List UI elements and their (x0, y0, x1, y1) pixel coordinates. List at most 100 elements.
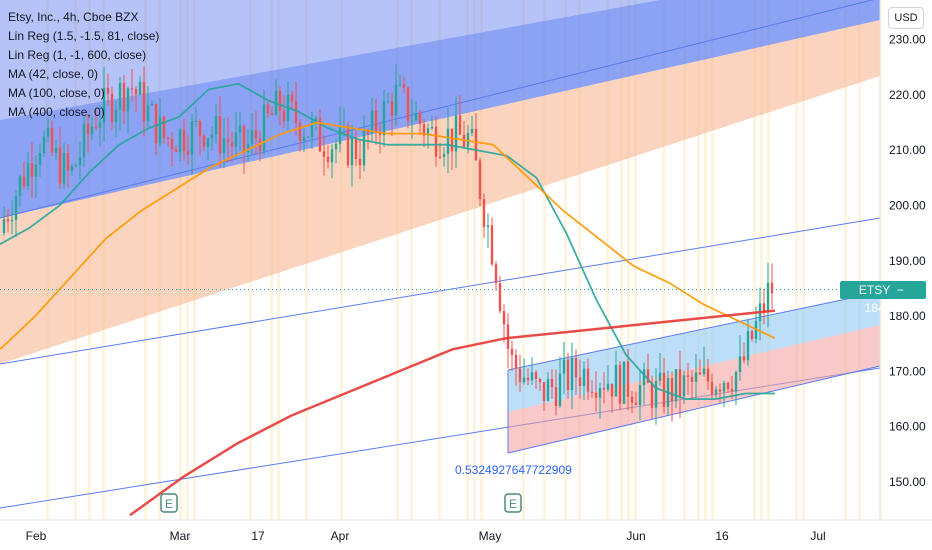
candle-body (590, 391, 594, 393)
session-stripe (795, 0, 798, 520)
session-stripe (473, 0, 476, 520)
candle-body (290, 94, 294, 102)
candle-body (546, 379, 550, 401)
x-tick-label: Jul (810, 529, 825, 543)
candle-body (622, 361, 626, 404)
candle-body (470, 129, 474, 134)
indicator-ma42[interactable]: MA (42, close, 0) (8, 67, 99, 81)
candle-body (454, 115, 458, 152)
candle-body (602, 388, 606, 390)
candle-body (598, 388, 602, 398)
indicator-linreg-short[interactable]: Lin Reg (1.5, -1.5, 81, close) (8, 29, 160, 43)
candle-body (358, 158, 362, 166)
indicator-ma100[interactable]: MA (100, close, 0) (8, 86, 105, 100)
candle-body (114, 109, 118, 122)
indicator-ma400[interactable]: MA (400, close, 0) (8, 105, 105, 119)
candle-body (670, 378, 674, 402)
candle-body (162, 116, 166, 138)
candle-body (566, 359, 570, 391)
earnings-marker[interactable] (160, 493, 178, 513)
candle-body (2, 219, 6, 234)
candle-body (482, 199, 486, 227)
candle-body (486, 225, 490, 227)
session-stripe (543, 0, 546, 520)
candle-body (50, 127, 54, 153)
linreg-short-lower-line (507, 365, 881, 454)
candle-body (34, 164, 38, 177)
session-stripe (753, 0, 756, 520)
candle-body (118, 82, 122, 110)
candle-body (42, 136, 46, 153)
candle-body (690, 376, 694, 382)
y-tick-label: 170.00 (889, 364, 926, 378)
candle-body (70, 166, 74, 171)
candle-body (378, 132, 382, 136)
indicator-linreg-long[interactable]: Lin Reg (1, -1, 600, close) (8, 48, 147, 62)
candle-body (98, 122, 102, 128)
x-tick-label: 16 (715, 529, 729, 543)
candle-body (62, 153, 66, 184)
candle-body (278, 90, 282, 111)
candle-body (498, 283, 502, 312)
session-stripe (522, 0, 525, 520)
candle-body (770, 282, 774, 294)
candle-body (762, 303, 766, 312)
candle-body (678, 369, 682, 397)
candle-body (310, 121, 314, 137)
candle-body (718, 389, 722, 392)
earnings-marker[interactable] (504, 493, 522, 513)
candle-body (138, 82, 142, 95)
candle-body (514, 354, 518, 369)
candle-body (382, 101, 386, 136)
price-tag-value: 184.81 (864, 301, 902, 315)
candle-body (558, 373, 562, 407)
x-tick-label: 17 (251, 529, 265, 543)
candle-body (418, 113, 422, 125)
candle-body (518, 368, 522, 383)
candle-body (122, 82, 126, 112)
linreg-long-lower-band (0, 20, 880, 364)
candle-body (402, 84, 406, 88)
candle-body (190, 121, 194, 155)
session-stripe (711, 0, 714, 520)
candle-body (198, 120, 202, 136)
candle-body (542, 382, 546, 401)
candle-body (554, 387, 558, 407)
candle-body (334, 143, 338, 150)
candle-body (210, 134, 214, 139)
candle-body (626, 361, 630, 397)
candle-body (426, 128, 430, 136)
candle-body (306, 136, 310, 138)
candle-body (186, 151, 190, 155)
candle-body (94, 126, 98, 128)
candle-body (314, 118, 318, 122)
session-stripe (844, 0, 847, 520)
candle-body (78, 157, 82, 166)
candle-body (238, 125, 242, 133)
candle-body (494, 264, 498, 284)
candle-body (174, 149, 178, 153)
currency-button[interactable]: USD (888, 7, 924, 29)
candle-body (254, 130, 258, 139)
candle-body (38, 152, 42, 165)
session-stripe (606, 0, 609, 520)
candle-body (202, 135, 206, 147)
candle-body (218, 116, 222, 154)
candle-body (526, 377, 530, 381)
candle-body (474, 129, 478, 161)
candle-body (26, 163, 30, 187)
price-tag-ticker: ETSY (858, 283, 891, 297)
candle-body (318, 118, 322, 152)
candle-body (10, 219, 14, 222)
candle-body (442, 153, 446, 157)
candle-body (126, 88, 130, 112)
candle-body (82, 123, 86, 158)
candle-body (250, 130, 254, 144)
candle-body (258, 138, 262, 152)
ma42-line (0, 82, 775, 401)
session-stripe (564, 0, 567, 520)
candle-body (226, 138, 230, 143)
candle-body (142, 82, 146, 122)
